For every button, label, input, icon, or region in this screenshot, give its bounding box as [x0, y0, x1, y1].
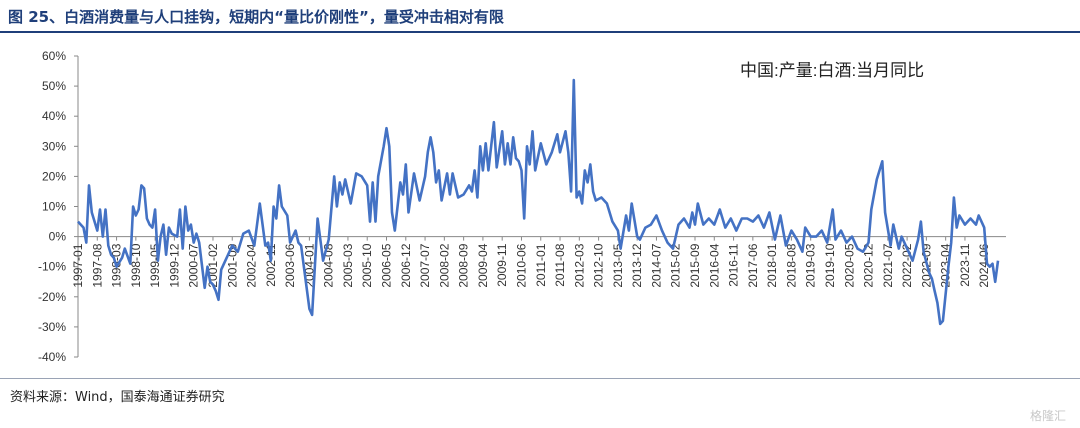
title-divider — [0, 31, 1080, 33]
y-axis: -40% -30% -20% -10% 0% 10% 20% 30% 40% 50% 60% — [38, 49, 79, 364]
y-tick-label: 30% — [42, 139, 66, 153]
x-tick-label: 2018-08 — [784, 243, 798, 287]
x-tick-label: 1999-12 — [167, 243, 181, 287]
x-tick-label: 1998-10 — [129, 243, 143, 287]
x-tick-label: 2013-05 — [611, 243, 625, 287]
x-tick-label: 2014-07 — [649, 243, 663, 287]
x-tick-label: 2005-10 — [360, 243, 374, 287]
x-axis: 1997-01 1997-08 1998-03 1998-10 1999-05 1999-… — [71, 236, 1006, 288]
x-tick-label: 2015-09 — [688, 243, 702, 287]
x-tick-label: 2000-07 — [187, 243, 201, 287]
x-tick-label: 2012-03 — [572, 243, 586, 287]
source-note: 资料来源：Wind，国泰海通证券研究 — [10, 390, 225, 405]
y-tick-label: -10% — [38, 260, 66, 274]
x-tick-label: 2006-12 — [399, 243, 413, 287]
x-tick-label: 2004-08 — [322, 243, 336, 287]
x-tick-label: 2019-10 — [823, 243, 837, 287]
x-tick-label: 2008-02 — [437, 243, 451, 287]
x-tick-label: 2010-06 — [514, 243, 528, 287]
watermark: 格隆汇 — [1029, 409, 1066, 423]
y-tick-label: 60% — [42, 49, 66, 63]
x-tick-label: 2012-10 — [592, 243, 606, 287]
y-tick-label: 10% — [42, 200, 66, 214]
x-tick-label: 2009-04 — [476, 243, 490, 287]
y-tick-label: 40% — [42, 109, 66, 123]
y-tick-label: -20% — [38, 290, 66, 304]
series-line — [77, 78, 1000, 326]
x-tick-label: 2019-03 — [804, 243, 818, 287]
x-tick-label: 2021-07 — [881, 243, 895, 287]
x-tick-label: 2018-01 — [765, 243, 779, 287]
source-divider — [0, 378, 1080, 379]
line-chart: -40% -30% -20% -10% 0% 10% 20% 30% 40% 50% 60% 199… — [38, 49, 1006, 364]
x-tick-label: 2007-07 — [418, 243, 432, 287]
x-tick-label: 2024-06 — [977, 243, 991, 287]
x-tick-label: 2003-06 — [283, 243, 297, 287]
y-tick-label: -40% — [38, 350, 66, 364]
y-tick-label: 0% — [49, 230, 67, 244]
x-tick-label: 2005-03 — [341, 243, 355, 287]
x-tick-label: 2009-11 — [495, 243, 509, 286]
x-tick-label: 1997-01 — [71, 243, 85, 287]
x-tick-label: 2011-01 — [534, 243, 548, 286]
x-tick-label: 1997-08 — [90, 243, 104, 287]
x-tick-label: 2023-11 — [958, 243, 972, 286]
x-tick-label: 2015-02 — [669, 243, 683, 287]
x-tick-label: 2020-05 — [842, 243, 856, 287]
x-tick-label: 2006-05 — [380, 243, 394, 287]
legend-label: 中国:产量:白酒:当月同比 — [740, 61, 924, 80]
x-tick-label: 2011-08 — [553, 243, 567, 286]
x-tick-label: 2001-02 — [206, 243, 220, 287]
x-tick-label: 2016-04 — [707, 243, 721, 287]
x-tick-label: 2017-06 — [746, 243, 760, 287]
x-tick-label: 2002-04 — [245, 243, 259, 287]
x-tick-label: 2013-12 — [630, 243, 644, 287]
x-tick-label: 2020-12 — [862, 243, 876, 287]
x-tick-label: 2002-11 — [264, 243, 278, 286]
y-tick-label: 20% — [42, 169, 66, 183]
figure-title: 图 25、白酒消费量与人口挂钩，短期内“量比价刚性”，量受冲击相对有限 — [8, 8, 504, 26]
y-tick-label: -30% — [38, 320, 66, 334]
x-tick-label: 2016-11 — [727, 243, 741, 286]
x-tick-label: 2008-09 — [457, 243, 471, 287]
y-tick-label: 50% — [42, 79, 66, 93]
